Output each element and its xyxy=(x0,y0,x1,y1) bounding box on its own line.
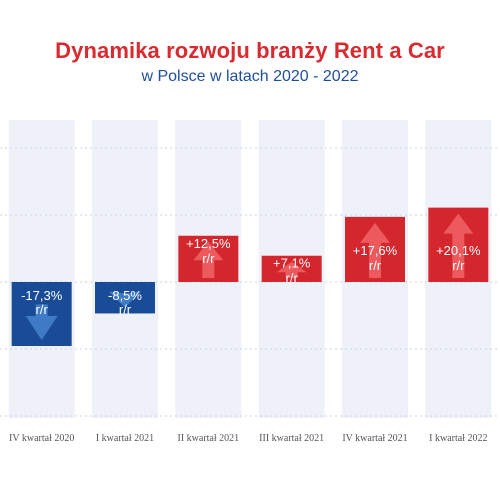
arrow-up-icon xyxy=(443,213,474,278)
x-tick-label: III kwartał 2021 xyxy=(259,433,324,444)
column-band xyxy=(8,120,75,418)
bar-unit-label: r/r xyxy=(202,251,215,266)
bar-unit-label: r/r xyxy=(119,302,132,317)
arrow-up-icon xyxy=(193,241,224,278)
bar-value-label: +7,1% xyxy=(273,256,311,271)
arrow-up-icon xyxy=(276,261,307,278)
bar-unit-label: r/r xyxy=(452,258,465,273)
x-tick-label: I kwartał 2021 xyxy=(96,433,154,444)
bar-value-label: -17,3% xyxy=(21,288,63,303)
bar-value-label: +20,1% xyxy=(436,243,481,258)
arrow-up-icon xyxy=(360,222,390,278)
x-tick-label: IV kwartał 2020 xyxy=(9,433,74,444)
bar-unit-label: r/r xyxy=(36,302,49,317)
arrow-down-icon xyxy=(25,304,58,341)
bar-unit-label: r/r xyxy=(286,271,299,286)
bar-value-label: +12,5% xyxy=(186,236,231,251)
x-tick-label: IV kwartał 2021 xyxy=(342,433,407,444)
chart-title: Dynamika rozwoju branży Rent a Car xyxy=(55,38,445,63)
x-tick-label: I kwartał 2022 xyxy=(429,433,487,444)
bar-value-label: -8,5% xyxy=(108,288,142,303)
arrow-down-icon xyxy=(109,291,141,308)
chart-subtitle: w Polsce w latach 2020 - 2022 xyxy=(141,68,359,85)
column-band xyxy=(92,120,158,418)
bar-unit-label: r/r xyxy=(369,258,382,273)
bar-value-label: +17,6% xyxy=(353,243,398,258)
x-tick-label: II kwartał 2021 xyxy=(178,433,240,444)
